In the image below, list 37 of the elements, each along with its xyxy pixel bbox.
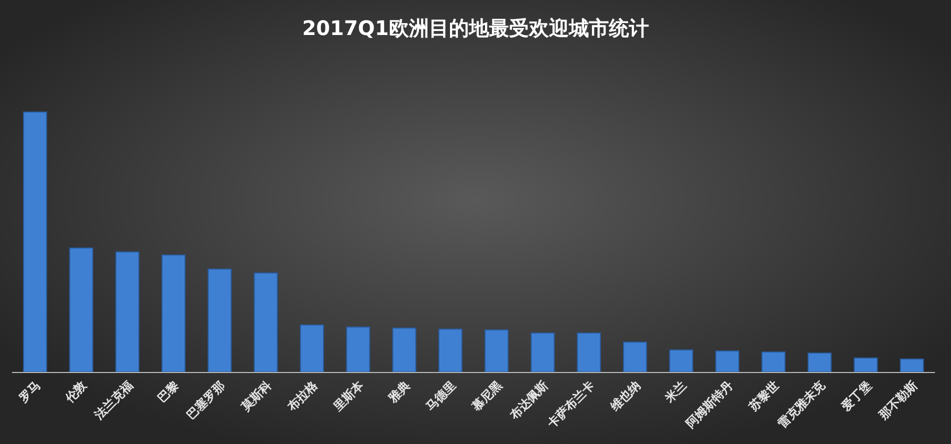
- x-tick-label: 巴黎: [154, 378, 182, 406]
- x-tick-label: 雅典: [384, 378, 412, 406]
- bar: [622, 342, 648, 372]
- bar: [576, 332, 601, 372]
- x-tick-label: 爱丁堡: [838, 378, 874, 414]
- x-tick-label: 莫斯科: [238, 378, 274, 414]
- x-tick-label: 里斯本: [330, 378, 367, 414]
- chart-title: 2017Q1欧洲目的地最受欢迎城市统计: [302, 16, 649, 40]
- bar: [530, 332, 555, 372]
- bar: [392, 328, 416, 372]
- x-tick-label: 伦敦: [62, 378, 90, 406]
- bar: [115, 251, 140, 372]
- x-tick-label: 巴塞罗那: [184, 378, 228, 422]
- bar: [900, 358, 924, 372]
- x-tick-label: 米兰: [662, 378, 690, 406]
- bar: [808, 352, 832, 372]
- x-tick-label: 布拉格: [284, 378, 321, 414]
- bar: [484, 329, 509, 372]
- bar: [715, 350, 740, 372]
- bar: [161, 254, 186, 372]
- bar: [346, 326, 370, 372]
- x-tick-label: 罗马: [16, 378, 44, 406]
- bar: [69, 247, 94, 372]
- bar: [23, 112, 48, 372]
- bar: [438, 328, 462, 372]
- bar: [761, 351, 786, 372]
- x-tick-label: 马德里: [423, 378, 459, 414]
- bar: [669, 349, 694, 372]
- x-tick-label: 法兰克福: [90, 378, 136, 423]
- x-tick-label: 慕尼黑: [468, 378, 505, 414]
- bar: [854, 357, 878, 372]
- x-tick-label: 维也纳: [607, 378, 644, 414]
- bar: [254, 272, 278, 372]
- x-tick-label: 那不勒斯: [876, 378, 920, 423]
- bar: [300, 324, 324, 372]
- bar: [208, 268, 232, 372]
- x-tick-label: 苏黎世: [746, 378, 782, 414]
